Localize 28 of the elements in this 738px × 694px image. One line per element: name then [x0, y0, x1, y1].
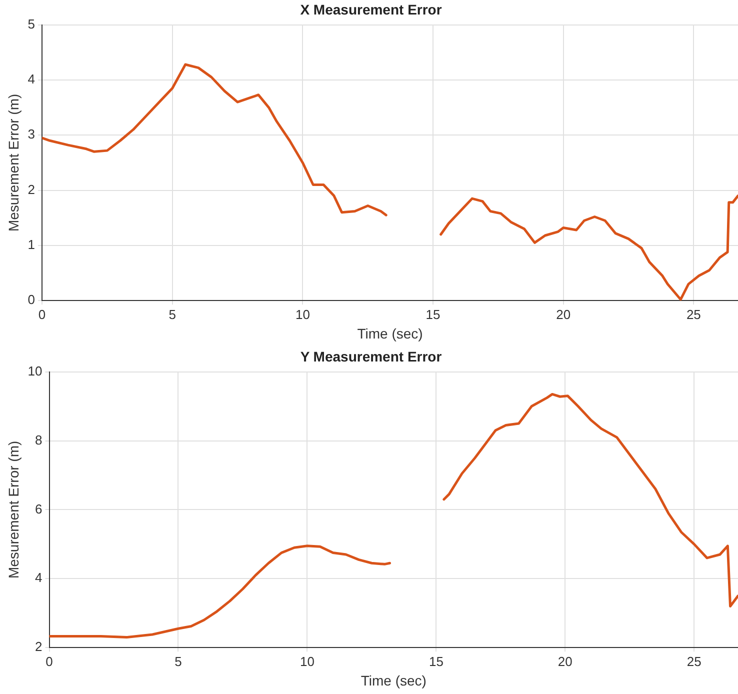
- y-tick-label: 4: [35, 570, 42, 586]
- y-tick-label: 0: [28, 292, 36, 308]
- x-tick-label: 10: [295, 306, 310, 322]
- y-tick-label: 1: [28, 237, 36, 252]
- x-tick-label: 5: [168, 306, 176, 322]
- chart-title: Y Measurement Error: [300, 348, 442, 364]
- y-tick-label: 2: [28, 182, 36, 197]
- chart-title: X Measurement Error: [300, 1, 442, 18]
- y-axis-title: Mesurement Error (m): [5, 440, 22, 579]
- x-tick-label: 5: [174, 654, 182, 669]
- x-tick-label: 25: [686, 654, 702, 669]
- y-tick-label: 10: [28, 363, 42, 378]
- x-tick-label: 0: [46, 654, 53, 669]
- y-tick-label: 8: [35, 432, 42, 448]
- x-tick-label: 25: [686, 306, 701, 322]
- x-tick-label: 10: [300, 654, 314, 669]
- x-tick-label: 15: [426, 306, 440, 322]
- y-tick-label: 6: [35, 501, 42, 516]
- x-tick-label: 20: [556, 306, 571, 322]
- y-tick-label: 5: [28, 16, 36, 32]
- y-axis-title: Mesurement Error (m): [5, 94, 22, 232]
- x-tick-label: 20: [558, 654, 572, 669]
- x-axis-title: Time (sec): [357, 325, 423, 342]
- x-tick-label: 15: [428, 654, 444, 669]
- y-tick-label: 4: [28, 72, 36, 87]
- x-axis-title: Time (sec): [360, 672, 426, 688]
- y-tick-label: 2: [35, 639, 42, 654]
- y-tick-label: 3: [28, 126, 36, 142]
